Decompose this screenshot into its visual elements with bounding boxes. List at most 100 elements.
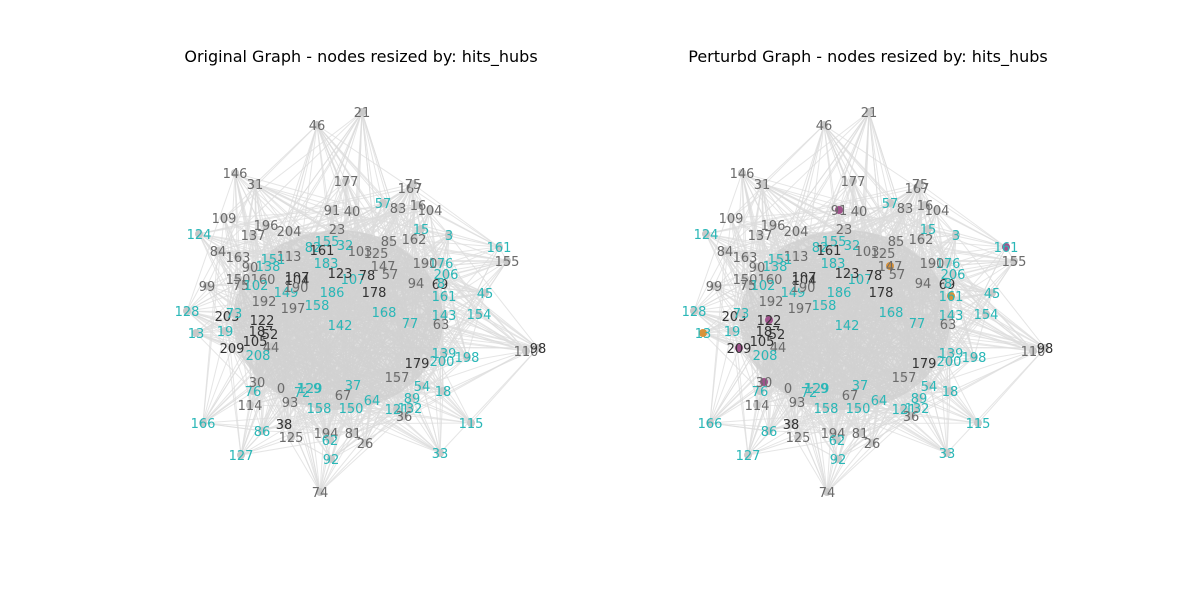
- node-label: 44: [770, 341, 787, 356]
- graph-edge: [948, 356, 975, 362]
- node-label: 146: [730, 167, 755, 182]
- graph-node: [702, 230, 710, 238]
- graph-edge: [352, 415, 405, 434]
- graph-node: [341, 241, 349, 249]
- graph-edge: [823, 124, 987, 315]
- graph-node: [764, 327, 772, 335]
- graph-edge: [977, 347, 1046, 424]
- graph-node: [192, 329, 200, 337]
- graph-node: [830, 237, 838, 245]
- graph-node: [220, 214, 228, 222]
- node-label: 186: [320, 286, 345, 301]
- node-label: 208: [246, 349, 271, 364]
- graph-node: [735, 344, 743, 352]
- node-label: 176: [936, 257, 961, 272]
- graph-node: [269, 255, 277, 263]
- graph-node: [199, 419, 207, 427]
- node-label: 75: [740, 279, 757, 294]
- graph-node: [792, 252, 800, 260]
- graph-node: [741, 253, 749, 261]
- graph-node: [230, 309, 238, 317]
- node-label: 190: [413, 257, 438, 272]
- graph-edge: [919, 183, 987, 315]
- graph-node: [313, 301, 321, 309]
- node-label: 57: [382, 268, 399, 283]
- node-label: 3: [952, 229, 960, 244]
- node-label: 15: [413, 223, 430, 238]
- graph-node: [799, 283, 807, 291]
- graph-node: [800, 276, 808, 284]
- graph-node: [744, 451, 752, 459]
- node-label: 33: [939, 447, 956, 462]
- graph-node: [822, 404, 830, 412]
- graph-node: [333, 225, 341, 233]
- node-label: 122: [250, 314, 275, 329]
- graph-node: [413, 359, 421, 367]
- graph-node: [231, 169, 239, 177]
- graph-edge: [838, 111, 870, 211]
- graph-node: [900, 373, 908, 381]
- node-label: 67: [842, 389, 859, 404]
- graph-node: [406, 319, 414, 327]
- graph-node: [886, 199, 894, 207]
- node-label: 190: [791, 281, 816, 296]
- node-label: 125: [871, 247, 896, 262]
- node-label: 198: [455, 351, 480, 366]
- node-label: 161: [817, 244, 842, 259]
- node-label: 23: [329, 223, 346, 238]
- graph-node: [766, 275, 774, 283]
- node-label: 129: [805, 382, 830, 397]
- graph-node: [323, 237, 331, 245]
- graph-node: [438, 357, 446, 365]
- graph-node: [393, 373, 401, 381]
- graph-node: [919, 279, 927, 287]
- node-label: 77: [909, 317, 926, 332]
- node-label: 113: [277, 250, 302, 265]
- graph-edge: [916, 407, 948, 454]
- graph-node: [776, 255, 784, 263]
- node-label: 75: [912, 178, 929, 193]
- graph-node: [328, 288, 336, 296]
- node-label: 103: [855, 245, 880, 260]
- graph-node: [436, 449, 444, 457]
- graph-node: [988, 289, 996, 297]
- graph-node: [756, 231, 764, 239]
- graph-node: [349, 381, 357, 389]
- graph-node: [414, 201, 422, 209]
- node-label: 113: [784, 250, 809, 265]
- node-label: 37: [852, 379, 869, 394]
- graph-node: [475, 310, 483, 318]
- node-label: 158: [307, 402, 332, 417]
- graph-edge: [240, 439, 331, 456]
- node-label: 91: [831, 204, 848, 219]
- node-label: 138: [256, 260, 281, 275]
- graph-node: [214, 247, 222, 255]
- graph-node: [379, 262, 387, 270]
- graph-node: [393, 405, 401, 413]
- graph-edge: [217, 111, 363, 252]
- graph-node: [829, 429, 837, 437]
- graph-node: [789, 288, 797, 296]
- node-label: 114: [745, 399, 770, 414]
- graph-node: [259, 275, 267, 283]
- node-label: 196: [254, 219, 279, 234]
- node-label: 91: [324, 204, 341, 219]
- node-label: 98: [530, 342, 547, 357]
- node-label: 114: [238, 399, 263, 414]
- graph-edge: [946, 347, 1046, 454]
- graph-edge: [470, 347, 539, 424]
- node-label: 105: [750, 335, 775, 350]
- graph-node: [946, 387, 954, 395]
- graph-node: [834, 455, 842, 463]
- graph-node: [262, 221, 270, 229]
- node-label: 122: [757, 314, 782, 329]
- graph-edge: [731, 330, 749, 456]
- node-label: 204: [277, 225, 302, 240]
- graph-node: [887, 308, 895, 316]
- graph-node: [223, 312, 231, 320]
- graph-node: [820, 301, 828, 309]
- node-label: 124: [187, 228, 212, 243]
- node-label: 81: [852, 427, 869, 442]
- graph-node: [870, 271, 878, 279]
- graph-edge: [705, 187, 918, 235]
